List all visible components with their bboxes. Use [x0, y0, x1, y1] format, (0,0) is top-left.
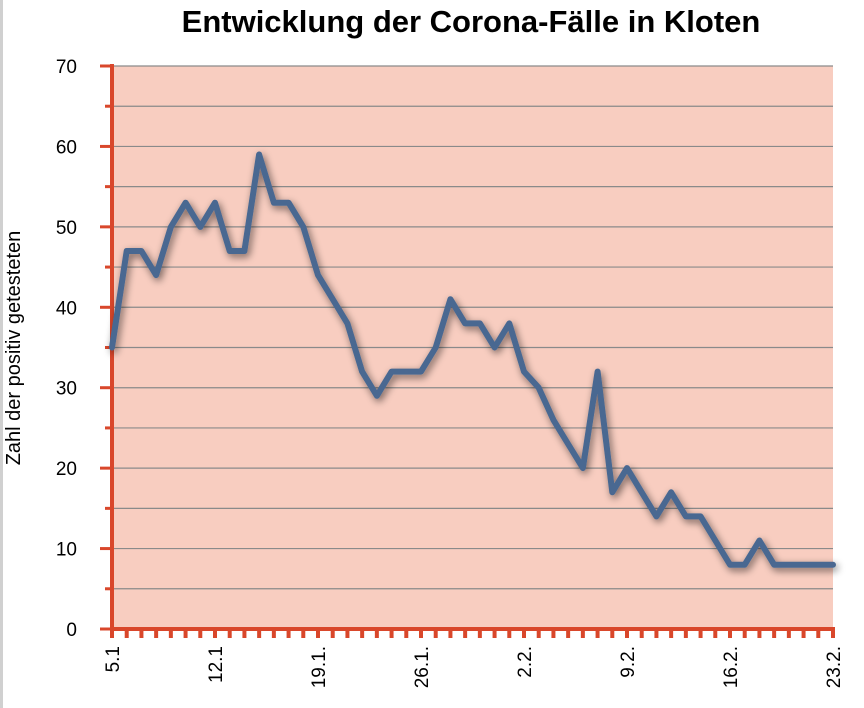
data-point [242, 248, 247, 253]
data-point [433, 345, 438, 350]
data-point [492, 345, 497, 350]
data-point [757, 538, 762, 543]
data-point [580, 466, 585, 471]
data-point [227, 248, 232, 253]
data-point [551, 417, 556, 422]
data-point [419, 369, 423, 374]
data-point [742, 562, 747, 567]
chart-title: Entwicklung der Corona-Fälle in Kloten [182, 4, 761, 39]
data-point [286, 200, 291, 205]
series-line [109, 151, 836, 568]
data-point [654, 514, 659, 519]
data-point [389, 369, 394, 374]
data-point [610, 490, 615, 495]
data-point [213, 200, 217, 205]
data-point [301, 224, 306, 229]
y-tick-label: 30 [56, 379, 77, 400]
data-point [330, 297, 335, 302]
data-point [448, 297, 453, 302]
data-point [683, 514, 688, 519]
data-point [669, 490, 674, 495]
y-tick-labels: 0 10 20 30 40 50 60 70 [56, 57, 77, 641]
data-point [625, 466, 629, 471]
y-tick-label: 10 [56, 540, 77, 561]
data-point [801, 562, 806, 567]
axes [100, 64, 835, 638]
data-point [271, 200, 276, 205]
x-tick-label: 23.2. [824, 646, 845, 688]
chart-frame-line [0, 0, 3, 708]
x-tick-label: 2.2. [515, 646, 536, 678]
x-tick-labels: 5.1 12.1 19.1. 26.1. 2.2. 9.2. 16.2. 23.2. [103, 646, 845, 688]
data-point [110, 345, 114, 350]
data-point [786, 562, 791, 567]
y-tick-label: 50 [56, 218, 77, 239]
data-point [154, 273, 159, 278]
data-point [639, 490, 644, 495]
y-tick-label: 20 [56, 459, 77, 480]
data-point [507, 321, 512, 326]
x-tick-label: 16.2. [721, 646, 742, 688]
data-point [595, 369, 600, 374]
data-point [522, 369, 526, 374]
data-point [772, 562, 777, 567]
data-point [139, 248, 144, 253]
data-point [728, 562, 732, 567]
data-point [124, 248, 129, 253]
data-point [463, 321, 468, 326]
data-point [168, 224, 173, 229]
gridlines [112, 65, 833, 590]
data-point [183, 200, 188, 205]
y-tick-label: 0 [66, 620, 77, 641]
data-point [198, 224, 203, 229]
y-tick-label: 70 [56, 57, 77, 78]
series-layer [109, 151, 836, 568]
data-point [816, 562, 821, 567]
data-point [257, 152, 262, 157]
y-tick-label: 60 [56, 137, 77, 158]
data-point [831, 562, 835, 567]
data-point [713, 538, 718, 543]
y-tick-label: 40 [56, 298, 77, 319]
x-tick-label: 19.1. [309, 646, 330, 688]
data-point [536, 385, 541, 390]
x-tick-label: 9.2. [618, 646, 639, 678]
data-point [360, 369, 365, 374]
x-tick-label: 26.1. [412, 646, 433, 688]
data-point [404, 369, 409, 374]
y-axis-label: Zahl der positiv getesteten [3, 231, 25, 466]
data-point [566, 442, 571, 447]
data-point [698, 514, 703, 519]
x-tick-label: 12.1 [206, 646, 227, 683]
x-tick-label: 5.1 [103, 646, 124, 672]
data-point [374, 393, 379, 398]
data-point [477, 321, 482, 326]
data-point [345, 321, 350, 326]
data-point [316, 273, 320, 278]
